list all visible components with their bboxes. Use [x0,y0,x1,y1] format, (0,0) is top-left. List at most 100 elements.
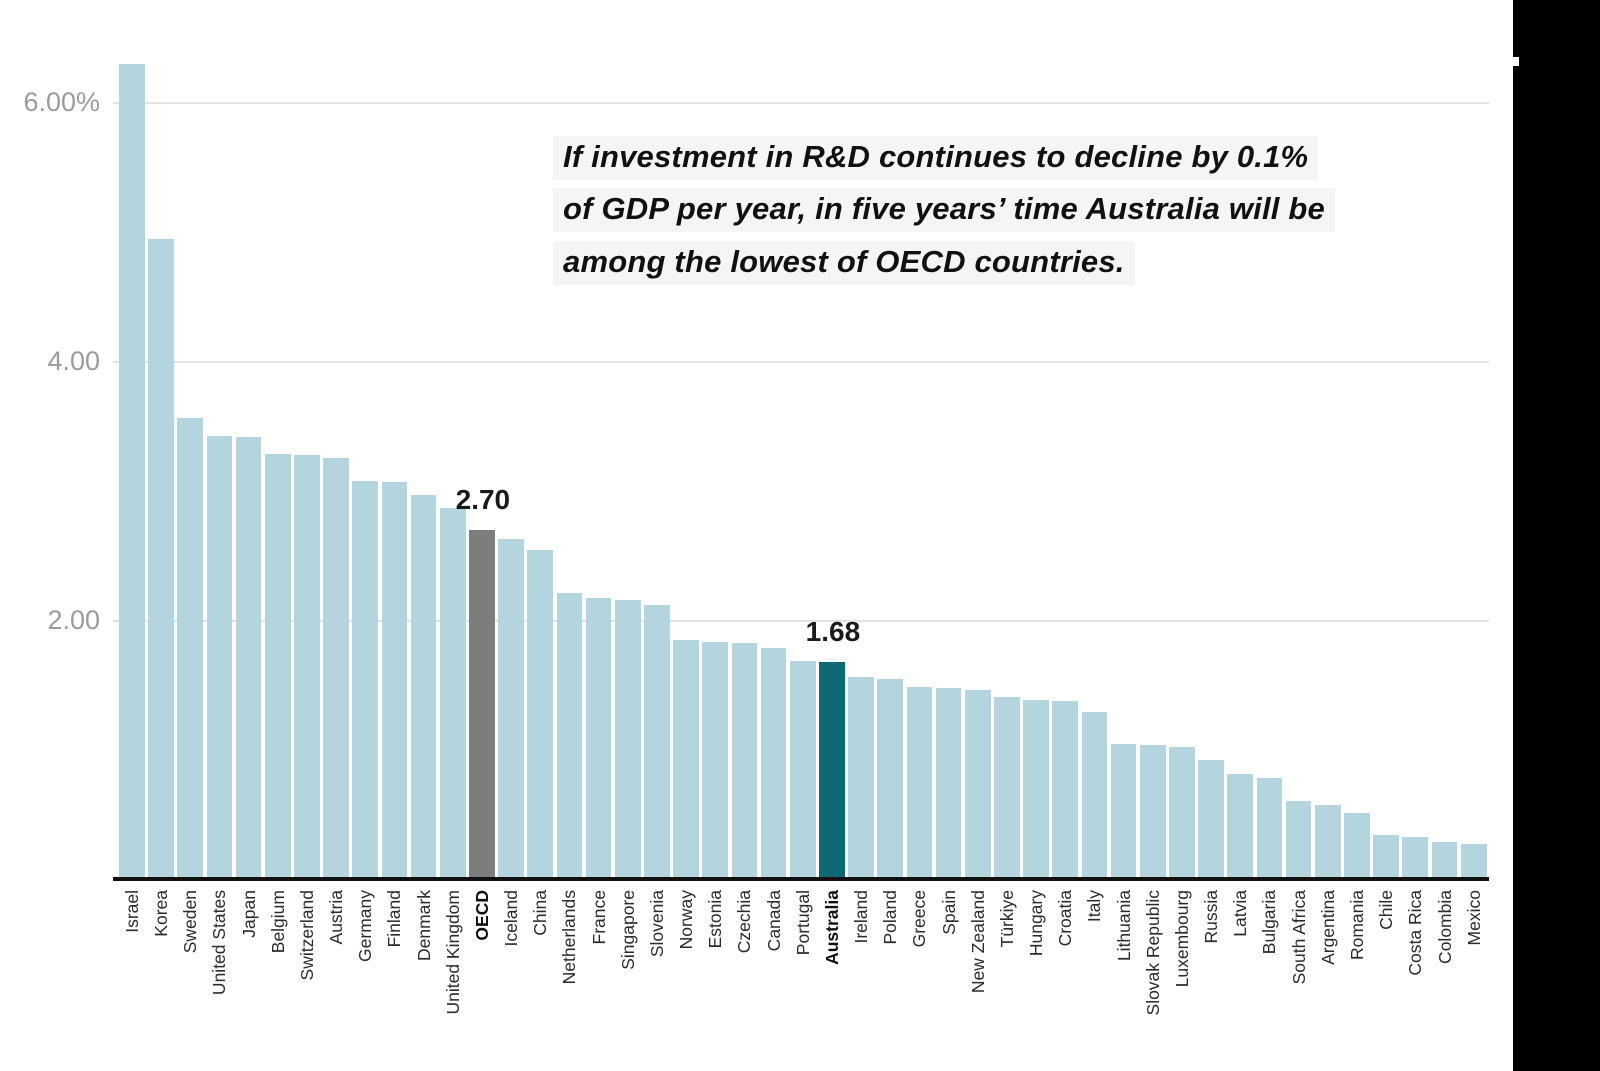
bar-chile [1373,834,1399,877]
x-label-china: China [530,890,551,936]
bar-norway [673,640,699,877]
bar-united-states [206,435,233,877]
bar-mexico [1460,843,1487,877]
x-label-ireland: Ireland [851,890,872,944]
bar-spain [935,688,962,877]
x-label-iceland: Iceland [501,890,522,947]
bar-costa-rica [1402,837,1429,877]
x-label-slovak-republic: Slovak Republic [1142,890,1163,1016]
bar-poland [877,679,904,877]
bar-canada [760,648,787,877]
bar-singapore [614,600,641,877]
bar-finland [381,482,408,877]
bar-hungary [1023,699,1049,877]
bar-colombia [1431,842,1458,877]
value-label-oecd: 2.70 [455,484,511,516]
bar-iceland [498,539,524,877]
x-label-netherlands: Netherlands [559,890,580,985]
bar-russia [1198,759,1224,877]
x-label-south-africa: South Africa [1288,890,1309,985]
bar-romania [1344,812,1370,877]
x-label-norway: Norway [676,890,697,950]
x-label-romania: Romania [1346,890,1367,961]
x-axis-line [113,877,1489,881]
bar-greece [906,687,933,877]
x-label-luxembourg: Luxembourg [1171,890,1192,988]
x-label-estonia: Estonia [705,890,726,949]
annotation-line-2: of GDP per year, in five years’ time Aus… [553,188,1335,232]
x-label-poland: Poland [880,890,901,945]
x-label-argentina: Argentina [1317,890,1338,965]
x-label-chile: Chile [1376,890,1397,930]
x-label-canada: Canada [763,890,784,952]
bar-united-kingdom [439,508,466,877]
bar-israel [119,64,145,877]
bar-italy [1081,711,1108,877]
bar-korea [148,238,174,877]
bar-lithuania [1110,744,1137,877]
x-label-italy: Italy [1084,890,1105,923]
x-label-croatia: Croatia [1055,890,1076,947]
x-label-portugal: Portugal [792,890,813,956]
x-label-united-states: United States [209,890,230,996]
x-label-israel: Israel [121,890,142,933]
bar-czechia [731,643,758,877]
bar-denmark [410,495,437,877]
bar-belgium [264,453,291,877]
x-label-belgium: Belgium [267,890,288,954]
bar-estonia [702,641,729,877]
bar-slovenia [644,605,670,877]
y-tick-label: 2.00 [47,605,100,635]
bar-france [585,597,612,877]
x-label-oecd: OECD [471,890,492,941]
x-label-denmark: Denmark [413,890,434,961]
x-label-slovenia: Slovenia [646,890,667,958]
bar-ireland [848,676,874,877]
x-label-türkiye: Türkiye [996,890,1017,948]
x-label-japan: Japan [238,890,259,938]
bar-türkiye [994,697,1020,877]
x-label-russia: Russia [1201,890,1222,944]
x-label-new-zealand: New Zealand [967,890,988,994]
x-label-colombia: Colombia [1434,890,1455,964]
x-label-united-kingdom: United Kingdom [442,890,463,1015]
bar-austria [323,457,349,877]
right-letterbox [1513,0,1600,1071]
x-label-singapore: Singapore [617,890,638,970]
gridline-4.00 [113,361,1489,363]
x-label-mexico: Mexico [1463,890,1484,946]
x-label-czechia: Czechia [734,890,755,954]
gridline-6.00% [113,102,1489,104]
bar-luxembourg [1169,746,1195,877]
bar-new-zealand [964,689,991,877]
x-label-lithuania: Lithuania [1113,890,1134,962]
bar-croatia [1052,701,1079,877]
x-label-hungary: Hungary [1026,890,1047,957]
y-tick-label: 6.00% [23,87,100,117]
bar-portugal [789,661,816,877]
bar-argentina [1314,804,1341,877]
bar-germany [352,481,379,877]
letterbox-white-dash [1513,57,1519,66]
bar-latvia [1227,773,1254,877]
bar-sweden [177,417,204,877]
bar-slovak-republic [1139,745,1166,877]
bar-chart: 6.00% 4.00 2.00 Israel Korea Sweden United St… [23,64,1489,1016]
x-label-switzerland: Switzerland [296,890,317,981]
bar-bulgaria [1256,777,1283,877]
bar-australia [819,662,845,877]
x-label-australia: Australia [821,890,842,965]
x-label-costa-rica: Costa Rica [1405,890,1426,976]
bar-south-africa [1285,801,1312,877]
annotation-line-1: If investment in R&D continues to declin… [553,136,1319,180]
x-label-bulgaria: Bulgaria [1259,890,1280,955]
y-tick-label: 4.00 [47,346,100,376]
x-label-austria: Austria [326,890,347,945]
bar-japan [235,437,262,877]
x-label-sweden: Sweden [180,890,201,954]
x-label-finland: Finland [384,890,405,948]
x-label-spain: Spain [938,890,959,935]
annotation-line-3: among the lowest of OECD countries. [553,241,1135,285]
x-label-greece: Greece [909,890,930,948]
value-label-australia: 1.68 [805,616,861,648]
